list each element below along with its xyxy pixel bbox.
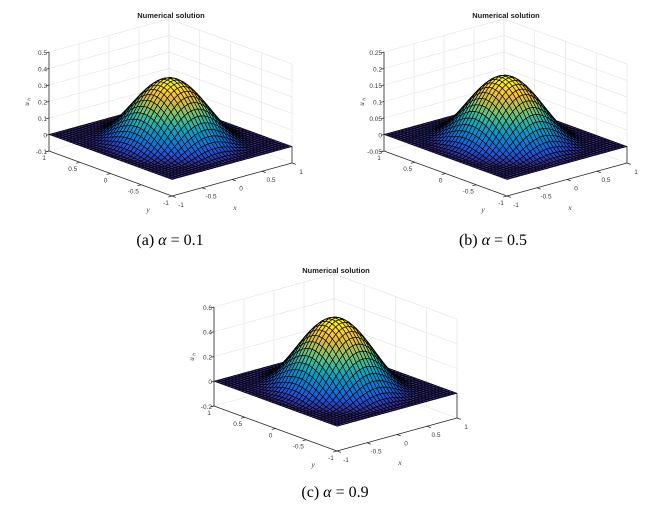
surface-plot-b <box>345 5 665 230</box>
subfig-caption-a: (a) α = 0.1 <box>10 232 330 250</box>
surface-plot-c <box>175 260 495 485</box>
surface-plot-a <box>10 5 330 230</box>
subfig-caption-c: (c) α = 0.9 <box>175 484 495 502</box>
caption-prefix: (a) <box>136 232 155 249</box>
caption-value: = 0.9 <box>335 484 369 501</box>
alpha-symbol: α <box>481 232 491 249</box>
caption-prefix: (c) <box>301 484 320 501</box>
caption-value: = 0.1 <box>170 232 204 249</box>
caption-prefix: (b) <box>458 232 478 249</box>
subfig-caption-b: (b) α = 0.5 <box>333 232 653 250</box>
caption-value: = 0.5 <box>494 232 528 249</box>
alpha-symbol: α <box>323 484 332 501</box>
alpha-symbol: α <box>158 232 167 249</box>
